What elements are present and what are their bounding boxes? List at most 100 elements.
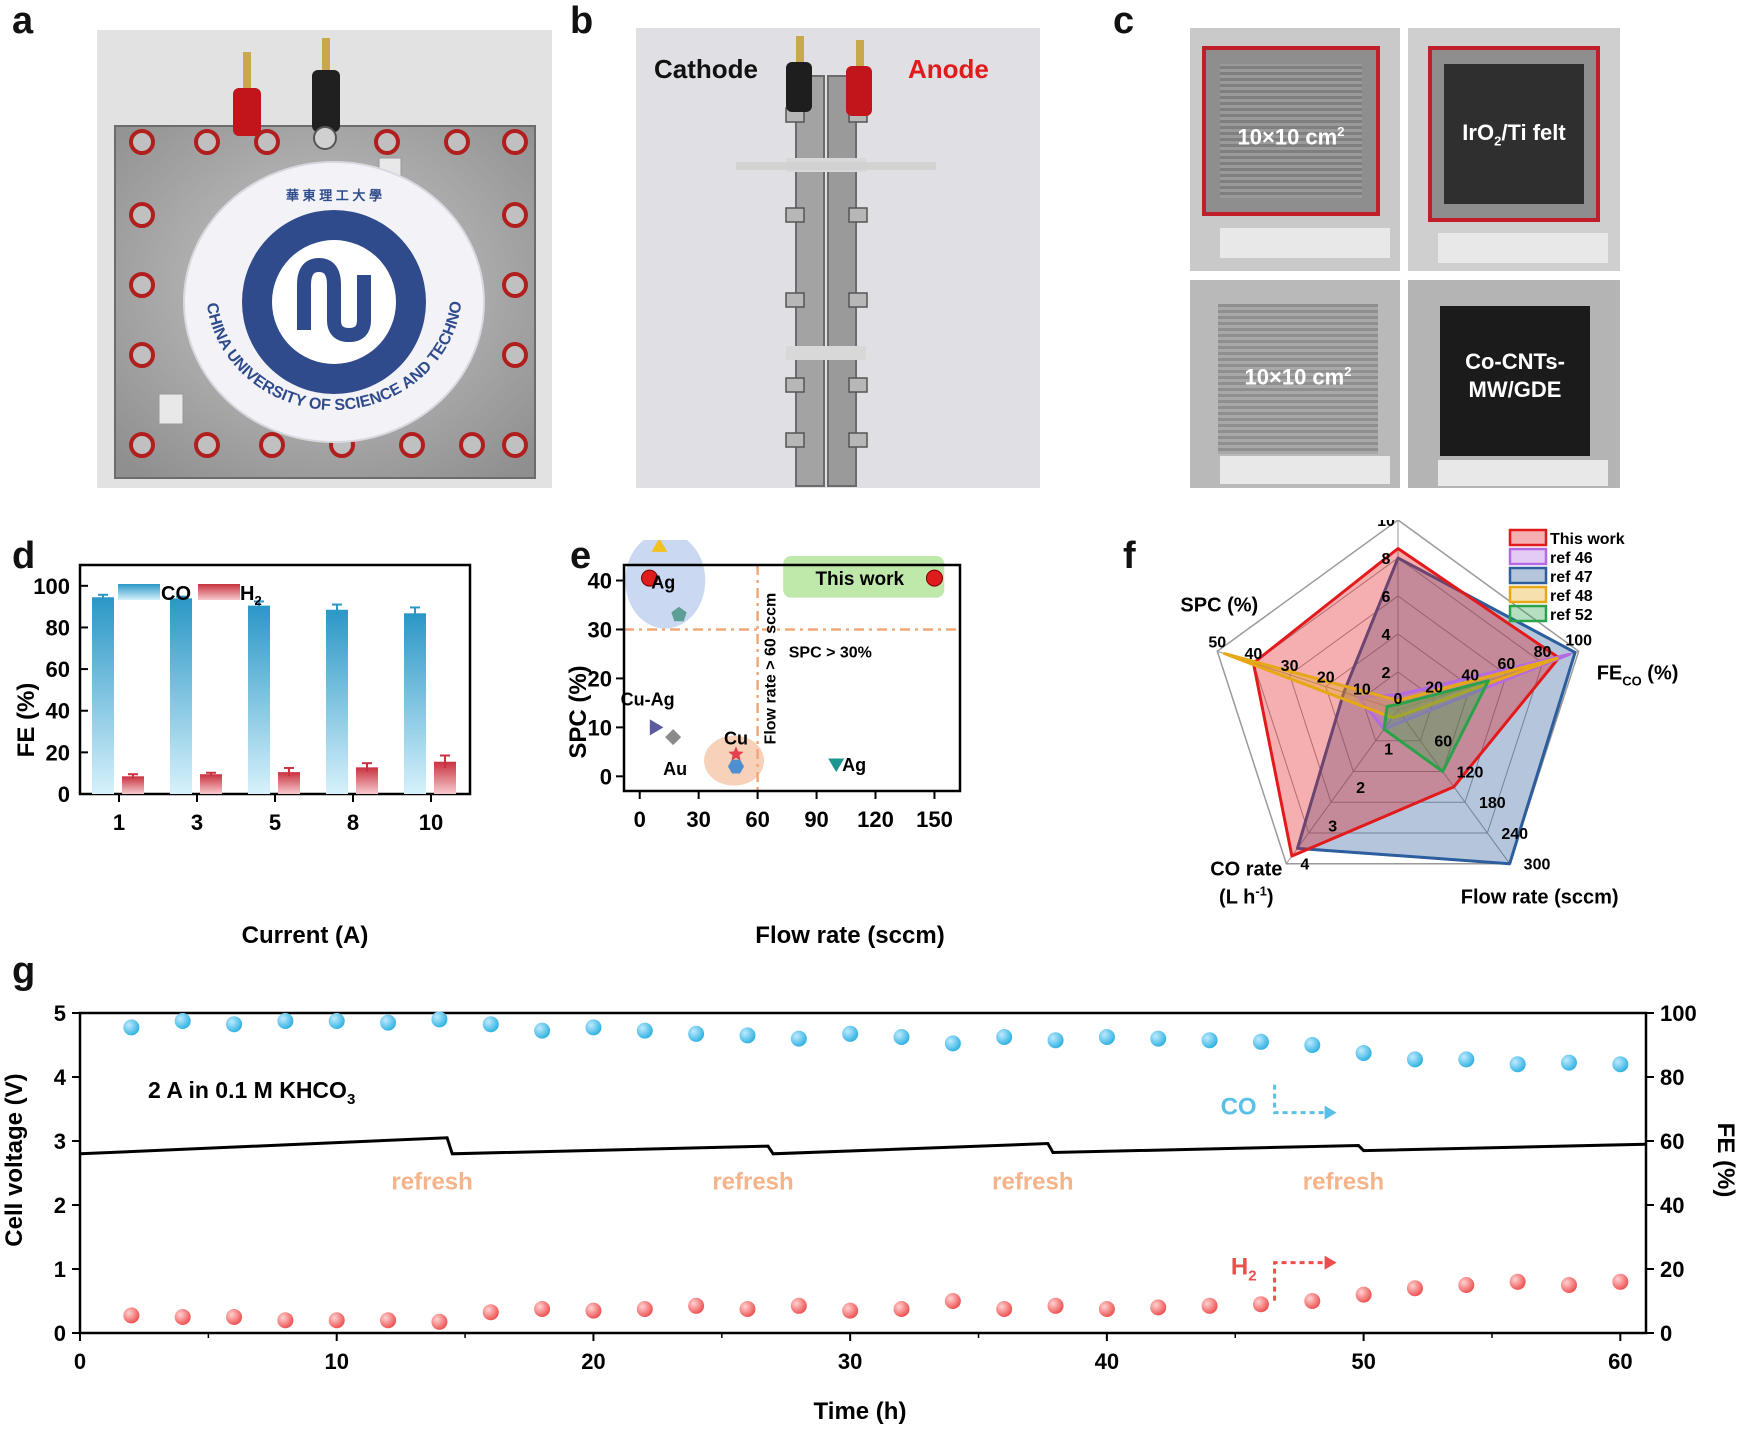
d-legend-co: CO (161, 583, 191, 605)
e-this-work-highlight (783, 556, 945, 598)
e-xtick-label: 90 (804, 807, 828, 832)
g-point-co (174, 1013, 191, 1029)
g-xtick-label: 50 (1351, 1349, 1375, 1374)
d-xtick-label: 8 (347, 810, 359, 835)
d-legend: CO H2 (118, 583, 262, 608)
g-point-h2 (1406, 1280, 1423, 1297)
f-tick-label: 0 (1394, 691, 1403, 708)
d-bar-h2 (200, 774, 222, 794)
g-point-co (585, 1019, 602, 1036)
f-tick-label: 3 (1328, 818, 1337, 835)
g-xtick-label: 0 (74, 1349, 86, 1374)
g-point-h2 (1560, 1277, 1577, 1293)
g-point-co (482, 1016, 499, 1033)
g-point-co (790, 1030, 807, 1047)
g-point-h2 (1355, 1286, 1372, 1303)
g-ytick-label-right: 80 (1660, 1065, 1684, 1090)
f-tick-label: 10 (1353, 681, 1371, 698)
f-legend-label: ref 47 (1550, 569, 1593, 586)
g-ytick-label-right: 20 (1660, 1257, 1684, 1282)
g-ytick-label-left: 0 (54, 1321, 66, 1346)
e-point-triangle-down (828, 758, 845, 773)
g-point-h2 (636, 1301, 653, 1317)
f-legend-label: ref 48 (1550, 588, 1593, 605)
d-xtick-label: 1 (113, 810, 125, 835)
d-legend-h2: H2 (240, 583, 262, 608)
e-label-this-work: This work (815, 569, 904, 590)
chart-e-spc-vs-flow: SPC > 30% Flow rate > 60 sccm 0 30 60 90 120 15… (565, 540, 962, 949)
photo-flow-field-top-left: 10×10 cm2 (1190, 28, 1400, 271)
e-xtick-label: 30 (686, 807, 710, 832)
area-label-1: 10×10 cm2 (1237, 124, 1345, 150)
f-grid-ring (1216, 520, 1580, 865)
f-axis-flow: Flow rate (sccm) (1461, 887, 1619, 909)
d-xlabel: Current (A) (242, 922, 369, 949)
e-point-diamond (665, 729, 682, 746)
area-label-2: 10×10 cm2 (1244, 364, 1352, 390)
g-series-label-co: CO (1221, 1094, 1257, 1121)
e-xtick-label: 60 (745, 807, 769, 832)
f-axis-co-rate: CO rate (1210, 859, 1282, 881)
f-axis-feco: FECO (%) (1597, 662, 1679, 688)
d-bar-h2 (122, 776, 144, 794)
e-point-this-work (925, 569, 943, 587)
g-ytick-label-right: 60 (1660, 1129, 1684, 1154)
f-tick-label: 300 (1524, 857, 1551, 874)
photo-cathode-gde: Co-CNTs- MW/GDE (1408, 280, 1620, 488)
g-refresh-label: refresh (712, 1168, 793, 1195)
f-tick-label: 80 (1534, 644, 1552, 661)
panel-e-label: e (570, 535, 592, 577)
e-point-this-work-legend (641, 569, 659, 587)
g-xlabel: Time (h) (814, 1398, 907, 1425)
e-ag-cluster-ellipse (625, 540, 706, 629)
f-tick-label: 4 (1300, 857, 1309, 874)
g-point-co (1098, 1029, 1115, 1045)
photo-cell-front: 華 東 理 工 大 學 EAST CHINA UNIVERSITY OF SCI… (97, 30, 552, 488)
f-tick-label: 180 (1479, 795, 1506, 812)
g-point-h2 (174, 1309, 191, 1325)
e-ytick-label: 40 (588, 569, 612, 594)
g-point-h2 (1098, 1301, 1115, 1317)
g-point-co (277, 1013, 294, 1029)
g-point-h2 (277, 1312, 294, 1329)
photo-cell-side: Cathode Anode (636, 28, 1040, 488)
g-ytick-label-left: 3 (54, 1129, 66, 1154)
f-legend-swatch (1508, 604, 1548, 623)
f-tick-label: 240 (1501, 826, 1528, 843)
g-point-h2 (1304, 1293, 1321, 1309)
g-point-h2 (431, 1313, 448, 1330)
f-tick-label: 40 (1245, 646, 1263, 663)
g-point-co (1047, 1032, 1064, 1049)
g-frame (78, 1011, 1648, 1335)
g-arrow-h2 (1273, 1261, 1327, 1301)
g-point-h2 (534, 1301, 551, 1317)
g-point-co (944, 1035, 961, 1052)
g-xtick-label: 10 (324, 1349, 348, 1374)
g-point-co (1150, 1030, 1167, 1047)
g-point-h2 (739, 1301, 756, 1317)
e-flow-threshold-label: Flow rate > 60 sccm (763, 593, 780, 745)
chart-f-radar: 2468100204060801006012018024030012341020… (1180, 520, 1679, 909)
g-ytick-label-left: 4 (54, 1065, 67, 1090)
e-label-cu-ag: Cu-Ag (621, 689, 675, 709)
f-tick-label: 20 (1425, 679, 1443, 696)
photo-anode-felt: IrO2/Ti felt (1408, 28, 1620, 271)
g-point-co (1560, 1054, 1577, 1071)
g-point-co (123, 1019, 140, 1036)
g-arrowhead-h2 (1324, 1255, 1337, 1270)
g-point-h2 (1612, 1273, 1629, 1290)
g-xtick-label: 40 (1095, 1349, 1119, 1374)
e-ytick-label: 0 (600, 764, 612, 789)
g-point-h2 (123, 1307, 140, 1324)
d-ytick-label: 40 (46, 699, 70, 724)
f-grid-ring (1325, 633, 1471, 772)
d-bar-co (170, 598, 192, 794)
g-point-co (1201, 1032, 1218, 1049)
d-bar-co (248, 605, 270, 794)
f-tick-label: 40 (1461, 668, 1479, 685)
panel-g-label: g (12, 950, 36, 992)
f-axis-spc: SPC (%) (1180, 594, 1258, 616)
g-point-co (1509, 1056, 1526, 1073)
g-xtick-label: 20 (581, 1349, 605, 1374)
